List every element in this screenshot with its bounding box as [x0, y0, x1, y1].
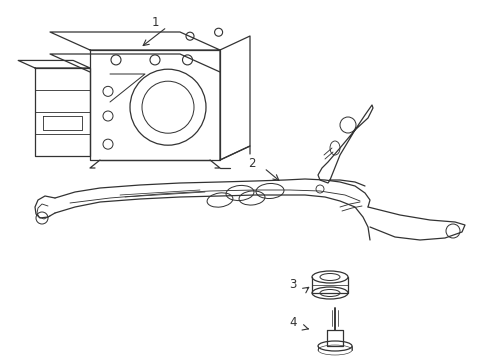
- Text: 2: 2: [248, 157, 255, 170]
- Text: 3: 3: [289, 279, 296, 292]
- Text: 4: 4: [289, 316, 296, 329]
- Text: 1: 1: [151, 15, 159, 28]
